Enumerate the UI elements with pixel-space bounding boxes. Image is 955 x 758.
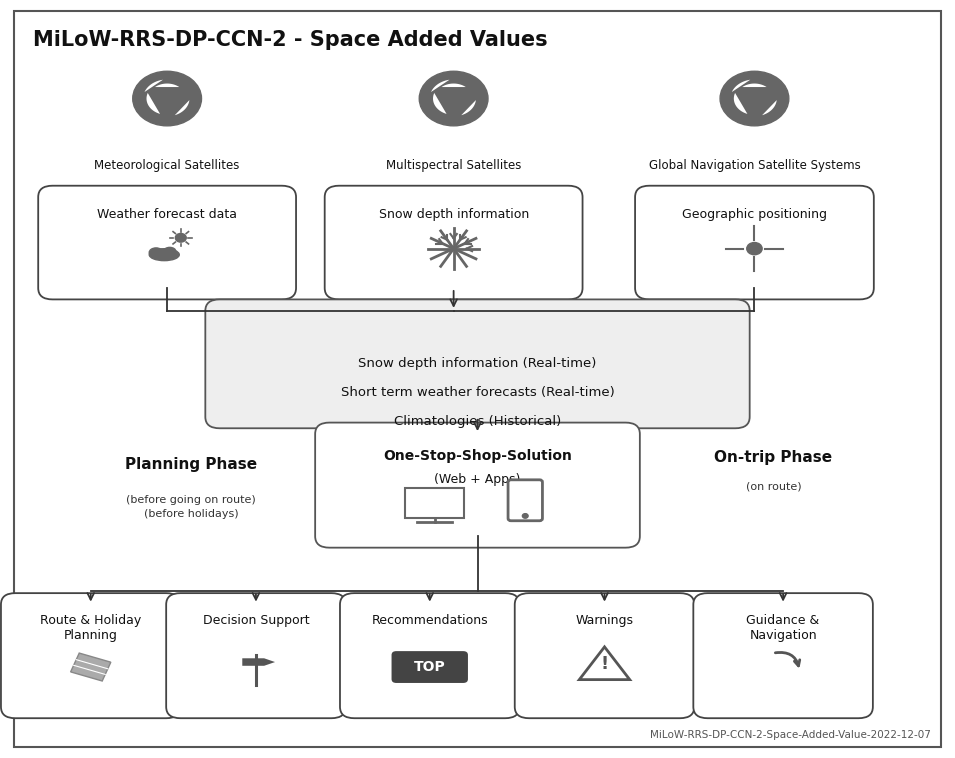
Circle shape [747, 243, 762, 255]
FancyBboxPatch shape [166, 593, 346, 719]
Text: One-Stop-Shop-Solution: One-Stop-Shop-Solution [383, 449, 572, 463]
Text: Snow depth information: Snow depth information [378, 208, 529, 221]
FancyBboxPatch shape [14, 11, 941, 747]
Text: (before going on route)
(before holidays): (before going on route) (before holidays… [126, 495, 256, 519]
Text: Weather forecast data: Weather forecast data [97, 208, 237, 221]
Text: TOP: TOP [414, 660, 446, 674]
FancyBboxPatch shape [340, 593, 520, 719]
FancyBboxPatch shape [392, 651, 468, 683]
Circle shape [522, 514, 528, 518]
FancyBboxPatch shape [325, 186, 583, 299]
Polygon shape [461, 100, 476, 115]
FancyBboxPatch shape [405, 488, 464, 518]
Polygon shape [175, 100, 189, 115]
Polygon shape [146, 93, 160, 114]
Text: MiLoW-RRS-DP-CCN-2 - Space Added Values: MiLoW-RRS-DP-CCN-2 - Space Added Values [33, 30, 548, 50]
FancyBboxPatch shape [38, 186, 296, 299]
Ellipse shape [163, 247, 176, 255]
FancyBboxPatch shape [205, 299, 750, 428]
Text: Geographic positioning: Geographic positioning [682, 208, 827, 221]
Circle shape [720, 71, 789, 126]
Polygon shape [742, 83, 767, 87]
FancyBboxPatch shape [1, 593, 180, 719]
Polygon shape [733, 93, 748, 114]
FancyBboxPatch shape [508, 480, 542, 521]
Polygon shape [433, 93, 447, 114]
Polygon shape [144, 80, 163, 92]
Polygon shape [441, 83, 466, 87]
Polygon shape [762, 100, 776, 115]
Ellipse shape [149, 249, 180, 261]
Text: Climatologies (Historical): Climatologies (Historical) [393, 415, 562, 428]
Text: Short term weather forecasts (Real-time): Short term weather forecasts (Real-time) [341, 386, 614, 399]
Text: !: ! [601, 655, 608, 673]
Ellipse shape [149, 248, 163, 257]
Text: Warnings: Warnings [576, 614, 633, 628]
Text: Recommendations: Recommendations [371, 614, 488, 628]
Polygon shape [431, 80, 450, 92]
Circle shape [133, 71, 202, 126]
Text: Snow depth information (Real-time): Snow depth information (Real-time) [358, 357, 597, 371]
Text: (Web + Apps): (Web + Apps) [435, 473, 520, 487]
FancyBboxPatch shape [515, 593, 694, 719]
Text: On-trip Phase: On-trip Phase [714, 449, 833, 465]
Text: Global Navigation Satellite Systems: Global Navigation Satellite Systems [648, 159, 860, 172]
FancyBboxPatch shape [693, 593, 873, 719]
Text: Planning Phase: Planning Phase [125, 457, 257, 472]
FancyBboxPatch shape [635, 186, 874, 299]
Text: Multispectral Satellites: Multispectral Satellites [386, 159, 521, 172]
Circle shape [176, 233, 186, 242]
Text: MiLoW-RRS-DP-CCN-2-Space-Added-Value-2022-12-07: MiLoW-RRS-DP-CCN-2-Space-Added-Value-202… [650, 730, 931, 741]
Polygon shape [732, 80, 751, 92]
Text: Meteorological Satellites: Meteorological Satellites [95, 159, 240, 172]
Text: Decision Support: Decision Support [202, 614, 309, 628]
FancyBboxPatch shape [315, 423, 640, 547]
Polygon shape [243, 658, 275, 666]
Text: Guidance &
Navigation: Guidance & Navigation [747, 614, 819, 642]
Circle shape [419, 71, 488, 126]
Text: (on route): (on route) [746, 481, 801, 491]
Polygon shape [155, 83, 180, 87]
Text: Route & Holiday
Planning: Route & Holiday Planning [40, 614, 141, 642]
Polygon shape [71, 653, 111, 681]
